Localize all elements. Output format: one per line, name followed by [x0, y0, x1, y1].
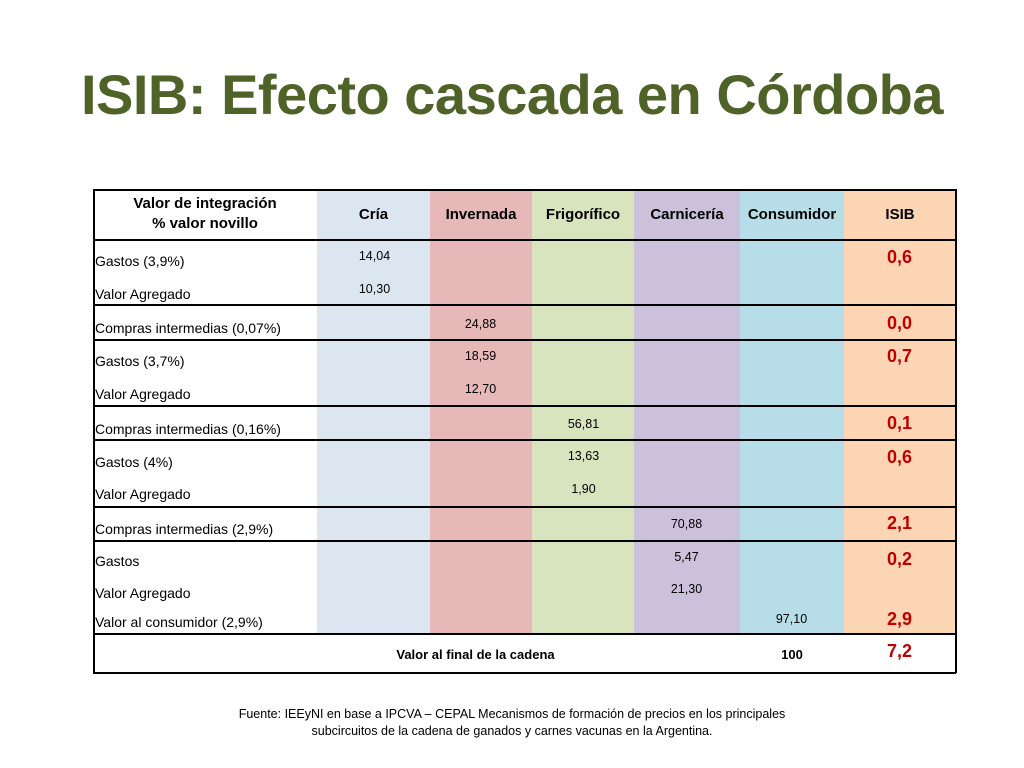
cell-value: 56,81 — [567, 417, 600, 431]
border-right — [955, 189, 957, 673]
cell-value: 12,70 — [464, 382, 497, 396]
header-integration: Valor de integración% valor novillo — [133, 195, 277, 232]
row-label: Compras intermedias (0,07%) — [95, 320, 281, 336]
row-label: Gastos (4%) — [95, 454, 173, 470]
isib-value: 0,7 — [886, 346, 913, 366]
divider — [93, 304, 956, 306]
isib-value: 0,1 — [886, 413, 913, 433]
row-label: Valor Agregado — [95, 286, 191, 302]
col-bg-invernada — [430, 189, 532, 633]
isib-value: 2,9 — [886, 609, 913, 629]
cell-value: 10,30 — [358, 282, 391, 296]
cell-value: 97,10 — [775, 612, 808, 626]
header-frigorifico: Frigorífico — [545, 205, 621, 223]
border-left — [93, 189, 95, 673]
cell-value: 13,63 — [567, 449, 600, 463]
row-label: Valor al consumidor (2,9%) — [95, 614, 263, 630]
cell-value: 24,88 — [464, 317, 497, 331]
divider — [93, 239, 956, 241]
cell-value: 70,88 — [670, 517, 703, 531]
isib-value: 0,2 — [886, 549, 913, 569]
col-bg-isib — [844, 189, 956, 633]
header-invernada: Invernada — [445, 205, 517, 223]
col-bg-consumidor — [740, 189, 844, 633]
final-row-value: 100 — [781, 647, 803, 662]
slide-title: ISIB: Efecto cascada en Córdoba — [80, 63, 944, 126]
divider — [93, 405, 956, 407]
header-isib: ISIB — [885, 205, 915, 223]
final-row-label: Valor al final de la cadena — [396, 647, 555, 662]
cell-value: 14,04 — [358, 249, 391, 263]
row-label: Valor Agregado — [95, 585, 191, 601]
cell-value: 5,47 — [674, 550, 699, 564]
isib-table: Valor de integración% valor novillo Cría… — [93, 189, 957, 674]
border-bottom — [93, 672, 956, 674]
row-label: Compras intermedias (2,9%) — [95, 521, 274, 537]
row-label: Compras intermedias (0,16%) — [95, 421, 281, 437]
cell-value: 18,59 — [464, 349, 497, 363]
source-footnote: Fuente: IEEyNI en base a IPCVA – CEPAL M… — [238, 707, 786, 738]
header-consumidor: Consumidor — [747, 205, 837, 223]
isib-value: 0,0 — [886, 313, 913, 333]
row-label: Valor Agregado — [95, 386, 191, 402]
final-isib-value: 7,2 — [886, 641, 913, 661]
col-bg-cria — [317, 189, 430, 633]
divider — [93, 633, 956, 635]
col-bg-carniceria — [634, 189, 740, 633]
cell-value: 21,30 — [670, 582, 703, 596]
row-label: Gastos — [95, 553, 140, 569]
divider — [93, 339, 956, 341]
row-label: Gastos (3,7%) — [95, 353, 185, 369]
divider — [93, 540, 956, 542]
row-label: Valor Agregado — [95, 486, 191, 502]
divider — [93, 506, 956, 508]
cell-value: 1,90 — [571, 482, 596, 496]
row-label: Gastos (3,9%) — [95, 253, 185, 269]
header-cria: Cría — [358, 205, 389, 223]
isib-value: 0,6 — [886, 247, 913, 267]
isib-value: 0,6 — [886, 447, 913, 467]
col-bg-frigorifico — [532, 189, 634, 633]
isib-value: 2,1 — [886, 513, 913, 533]
header-carniceria: Carnicería — [650, 205, 724, 223]
divider — [93, 439, 956, 441]
border-top — [93, 189, 956, 191]
